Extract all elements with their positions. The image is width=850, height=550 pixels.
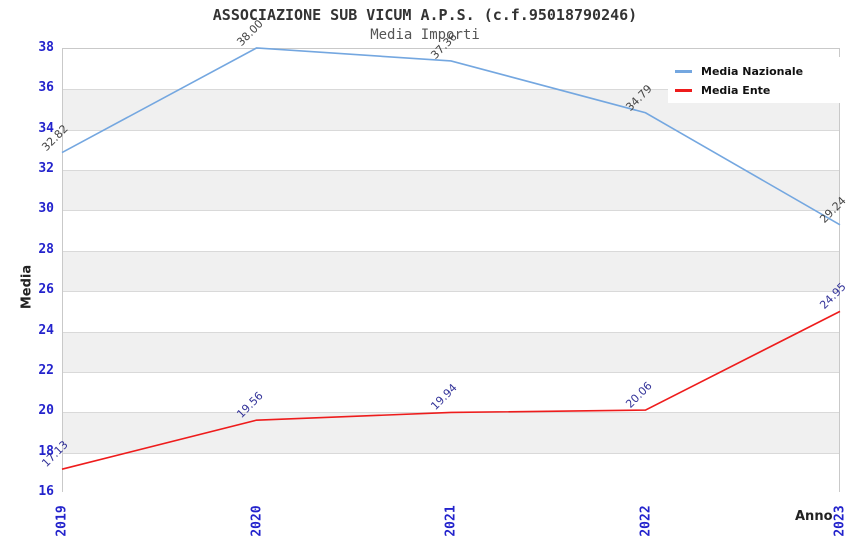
y-tick-label: 38 — [38, 40, 54, 55]
y-tick-label: 34 — [38, 120, 54, 136]
gridline — [63, 129, 839, 131]
plot-band — [63, 210, 839, 251]
y-tick-label: 26 — [38, 282, 54, 298]
plot-band — [63, 170, 839, 211]
plot-band — [63, 452, 839, 493]
media-nazionale-line-swatch — [675, 70, 692, 73]
chart-subtitle: Media Importi — [370, 27, 480, 43]
y-tick-label: 16 — [38, 484, 54, 499]
y-tick-label: 30 — [38, 201, 54, 217]
gridline — [63, 452, 839, 454]
legend-label: Media Nazionale — [701, 65, 804, 78]
plot-band — [63, 291, 839, 332]
y-tick-label: 22 — [38, 362, 54, 378]
y-tick-label: 20 — [38, 403, 54, 419]
gridline — [63, 170, 839, 172]
x-tick-label: 2021 — [443, 505, 459, 537]
gridline — [63, 291, 839, 293]
x-tick-label: 2020 — [249, 505, 264, 537]
plot-band — [63, 412, 839, 453]
chart-title: ASSOCIAZIONE SUB VICUM A.P.S. (c.f.95018… — [212, 6, 638, 24]
legend: Media Nazionale Media Ente — [668, 57, 850, 103]
x-tick-label: 2019 — [54, 505, 70, 537]
y-tick-label: 24 — [38, 322, 54, 338]
y-tick-label: 32 — [38, 161, 54, 177]
y-tick-label: 36 — [38, 80, 54, 96]
legend-label: Media Ente — [701, 84, 771, 97]
media-ente-line-swatch — [675, 89, 692, 92]
plot-band — [63, 331, 839, 372]
gridline — [63, 331, 839, 333]
plot-band — [63, 129, 839, 171]
y-tick-label: 18 — [38, 443, 54, 459]
plot-band — [63, 250, 839, 292]
plot-area — [62, 48, 840, 493]
x-axis-title: Anno — [795, 509, 833, 524]
gridline — [63, 412, 839, 414]
x-tick-label: 2023 — [832, 505, 848, 537]
legend-item-media-ente: Media Ente — [668, 81, 850, 100]
gridline — [63, 371, 839, 373]
y-tick-label: 28 — [38, 241, 54, 257]
x-tick-label: 2022 — [638, 505, 653, 537]
gridline — [63, 250, 839, 252]
legend-item-media-nazionale: Media Nazionale — [668, 62, 850, 81]
gridline — [63, 210, 839, 212]
